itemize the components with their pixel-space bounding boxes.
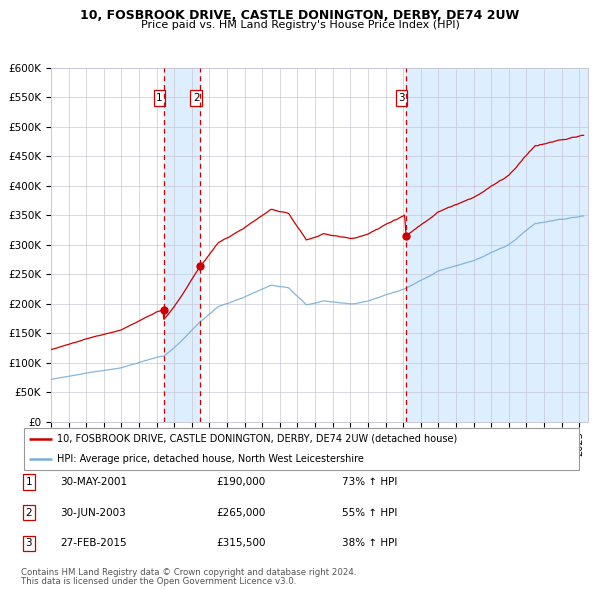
Text: 2: 2 (25, 508, 32, 517)
Text: Contains HM Land Registry data © Crown copyright and database right 2024.: Contains HM Land Registry data © Crown c… (21, 568, 356, 577)
Text: 27-FEB-2015: 27-FEB-2015 (60, 539, 127, 548)
Text: 73% ↑ HPI: 73% ↑ HPI (342, 477, 397, 487)
Text: 10, FOSBROOK DRIVE, CASTLE DONINGTON, DERBY, DE74 2UW (detached house): 10, FOSBROOK DRIVE, CASTLE DONINGTON, DE… (58, 434, 458, 444)
Text: 2: 2 (193, 93, 199, 103)
Text: £265,000: £265,000 (216, 508, 265, 517)
Text: This data is licensed under the Open Government Licence v3.0.: This data is licensed under the Open Gov… (21, 578, 296, 586)
Text: 3: 3 (25, 539, 32, 548)
Text: 55% ↑ HPI: 55% ↑ HPI (342, 508, 397, 517)
Text: 30-JUN-2003: 30-JUN-2003 (60, 508, 126, 517)
Text: Price paid vs. HM Land Registry's House Price Index (HPI): Price paid vs. HM Land Registry's House … (140, 20, 460, 30)
Text: 10, FOSBROOK DRIVE, CASTLE DONINGTON, DERBY, DE74 2UW: 10, FOSBROOK DRIVE, CASTLE DONINGTON, DE… (80, 9, 520, 22)
Text: £190,000: £190,000 (216, 477, 265, 487)
Bar (164, 68, 200, 422)
Text: HPI: Average price, detached house, North West Leicestershire: HPI: Average price, detached house, Nort… (58, 454, 364, 464)
Text: 1: 1 (156, 93, 163, 103)
Text: 3: 3 (398, 93, 405, 103)
FancyBboxPatch shape (24, 428, 579, 470)
Text: 30-MAY-2001: 30-MAY-2001 (60, 477, 127, 487)
Bar (406, 68, 600, 422)
Text: £315,500: £315,500 (216, 539, 265, 548)
Text: 38% ↑ HPI: 38% ↑ HPI (342, 539, 397, 548)
Text: 1: 1 (25, 477, 32, 487)
